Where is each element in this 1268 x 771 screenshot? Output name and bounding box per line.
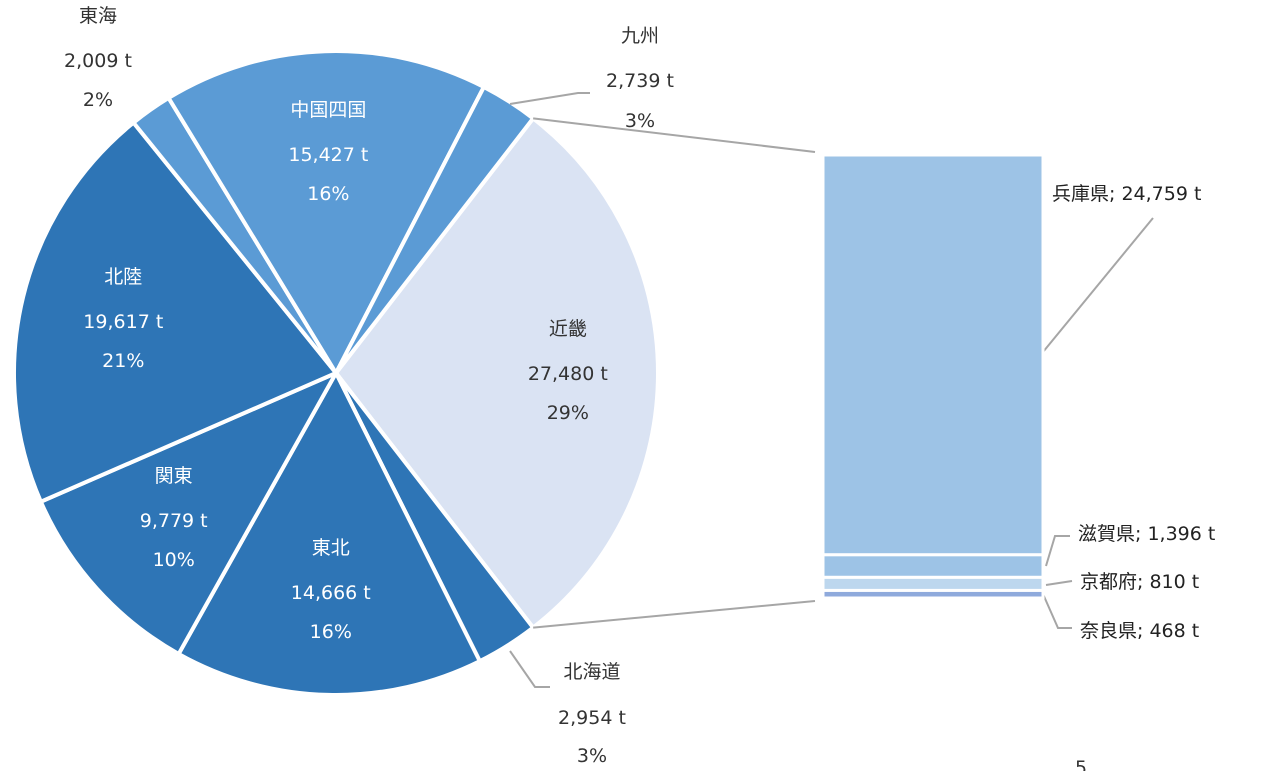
slice-percent-label: 16% bbox=[307, 183, 349, 205]
slice-percent-label: 16% bbox=[310, 621, 352, 643]
slice-value-label: 15,427 t bbox=[288, 144, 368, 166]
slice-name-label: 東海 bbox=[79, 5, 117, 27]
pie-slice-e69db1e58c97 bbox=[175, 368, 483, 697]
breakdown-leader-e6bb8be8b380e79c8c bbox=[1045, 535, 1070, 567]
slice-percent-label: 29% bbox=[547, 402, 589, 424]
pie-slice-e4b8ade59bbde59b9be59bbd bbox=[165, 49, 487, 378]
bar-segment-e6bb8be8b380e79c8c bbox=[821, 553, 1045, 579]
breakdown-bar bbox=[821, 153, 1045, 600]
slice-name-label: 関東 bbox=[155, 465, 193, 487]
breakdown-label: 奈良県; 468 t bbox=[1080, 620, 1199, 642]
slice-percent-label: 3% bbox=[577, 745, 607, 767]
leader-line-e58c97e6b5b7e98193 bbox=[509, 650, 550, 688]
slice-percent-label: 3% bbox=[625, 110, 655, 132]
breakdown-label: 滋賀県; 1,396 t bbox=[1078, 523, 1215, 545]
leader-line-e4b99de5b79e bbox=[509, 92, 590, 105]
pie-slice-e996a2e69db1 bbox=[38, 368, 341, 657]
connector-lines bbox=[509, 92, 1154, 688]
breakdown-label: 京都府; 810 t bbox=[1080, 571, 1199, 593]
pie-slice-e8bf91e795bf bbox=[333, 115, 660, 631]
slice-percent-label: 2% bbox=[83, 89, 113, 111]
slice-value-label: 14,666 t bbox=[291, 582, 371, 604]
slice-name-label: 中国四国 bbox=[290, 99, 366, 121]
connector-top bbox=[533, 117, 816, 153]
breakdown-label: 兵庫県; 24,759 t bbox=[1052, 183, 1201, 205]
slice-name-label: 近畿 bbox=[549, 318, 587, 340]
slice-value-label: 27,480 t bbox=[528, 363, 608, 385]
bar-segment-e585b5e5baabe79c8c bbox=[821, 153, 1045, 557]
bar-segment-e5a588e889afe79c8c bbox=[821, 588, 1045, 600]
slice-percent-label: 21% bbox=[102, 350, 144, 372]
pie-slice-e4b99de5b79e bbox=[334, 84, 536, 375]
bar-segment-e4baace983bde5ba9c bbox=[821, 575, 1045, 592]
slice-name-label: 北海道 bbox=[563, 661, 620, 683]
page-mark: 5 bbox=[1075, 757, 1087, 771]
connector-bottom bbox=[533, 600, 816, 629]
slice-percent-label: 10% bbox=[153, 549, 195, 571]
breakdown-leader-e585b5e5baabe79c8c bbox=[1042, 217, 1154, 353]
slice-value-label: 9,779 t bbox=[140, 510, 208, 532]
pie-slices bbox=[12, 49, 660, 697]
slice-name-label: 九州 bbox=[621, 25, 659, 47]
slice-value-label: 2,954 t bbox=[558, 707, 626, 729]
slice-value-label: 2,739 t bbox=[606, 70, 674, 92]
slice-name-label: 北陸 bbox=[104, 266, 142, 288]
slice-name-label: 東北 bbox=[312, 537, 350, 559]
breakdown-leader-e5a588e889afe79c8c bbox=[1042, 593, 1072, 629]
pie-slice-e58c97e999b8 bbox=[12, 119, 340, 505]
breakdown-leader-e4baace983bde5ba9c bbox=[1045, 580, 1073, 586]
slice-value-label: 19,617 t bbox=[83, 311, 163, 333]
data-labels: 近畿 27,480 t 29% 北海道 2,954 t 3% 東北 14,666 t 16% 関東… bbox=[64, 5, 1215, 767]
slice-value-label: 2,009 t bbox=[64, 50, 132, 72]
